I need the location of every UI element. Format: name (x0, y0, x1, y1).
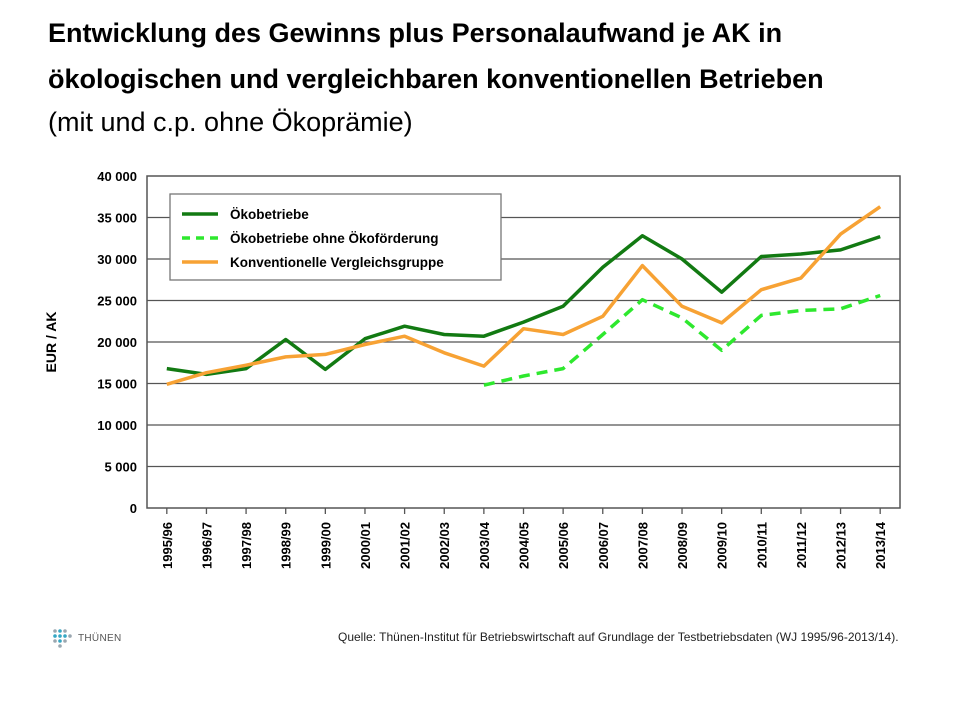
series-line-1 (166, 234, 881, 377)
x-tick-label: 1997/98 (239, 522, 254, 569)
x-tick-label: 2004/05 (517, 522, 532, 569)
y-tick-label: 30 000 (97, 252, 137, 267)
chart-axes: 0 5 000 10 000 15 000 20 000 25 000 30 000 35 0… (43, 169, 888, 569)
y-tick-label: 40 000 (97, 169, 137, 184)
legend-label-2: Ökobetriebe ohne Ökoförderung (230, 231, 439, 246)
x-tick-label: 1998/99 (279, 522, 294, 569)
chart-series (166, 205, 882, 387)
y-axis-label: EUR / AK (43, 312, 59, 373)
line-chart: 0 5 000 10 000 15 000 20 000 25 000 30 000 35 0… (43, 169, 901, 569)
y-tick-label: 35 000 (97, 211, 137, 226)
x-tick-label: 1995/96 (160, 522, 175, 569)
x-tick-label: 2006/07 (596, 522, 611, 569)
x-tick-label: 2011/12 (794, 522, 809, 568)
logo-text: THÜNEN (78, 632, 122, 644)
y-tick-label: 5 000 (104, 460, 137, 475)
x-tick-label: 2001/02 (398, 522, 413, 569)
y-tick-label: 15 000 (97, 377, 137, 392)
legend-label-3: Konventionelle Vergleichsgruppe (230, 255, 444, 270)
page-title-line-1: Entwicklung des Gewinns plus Personalauf… (48, 18, 783, 48)
y-tick-label: 25 000 (97, 294, 137, 309)
source-note: Quelle: Thünen-Institut für Betriebswirt… (338, 630, 899, 644)
x-tick-label: 1996/97 (199, 522, 214, 569)
x-tick-label: 2009/10 (715, 522, 730, 569)
dot-grid-logo-icon (53, 629, 72, 648)
x-tick-label: 2013/14 (873, 521, 888, 569)
chart-legend: Ökobetriebe Ökobetriebe ohne Ökoförderung… (169, 193, 502, 281)
series-line-2 (483, 293, 881, 387)
x-tick-label: 2003/04 (477, 521, 492, 569)
page-subtitle: (mit und c.p. ohne Ökoprämie) (48, 107, 413, 137)
legend-box (169, 193, 502, 281)
y-tick-label: 10 000 (97, 418, 137, 433)
x-tick-label: 1999/00 (318, 522, 333, 569)
x-tick-label: 2008/09 (675, 522, 690, 569)
x-tick-label: 2012/13 (834, 522, 849, 569)
series-line-3 (166, 205, 882, 386)
thuenen-logo: THÜNEN (52, 628, 121, 648)
y-tick-label: 0 (130, 501, 137, 516)
page-title-line-2: ökologischen und vergleichbaren konventi… (48, 64, 824, 94)
x-tick-label: 2010/11 (754, 522, 769, 568)
x-tick-label: 2005/06 (556, 522, 571, 569)
x-tick-label: 2002/03 (437, 522, 452, 569)
legend-label-1: Ökobetriebe (230, 207, 309, 222)
y-tick-label: 20 000 (97, 335, 137, 350)
title-block: Entwicklung des Gewinns plus Personalauf… (48, 10, 948, 142)
x-tick-label: 2000/01 (358, 522, 373, 569)
x-tick-label: 2007/08 (635, 522, 650, 569)
